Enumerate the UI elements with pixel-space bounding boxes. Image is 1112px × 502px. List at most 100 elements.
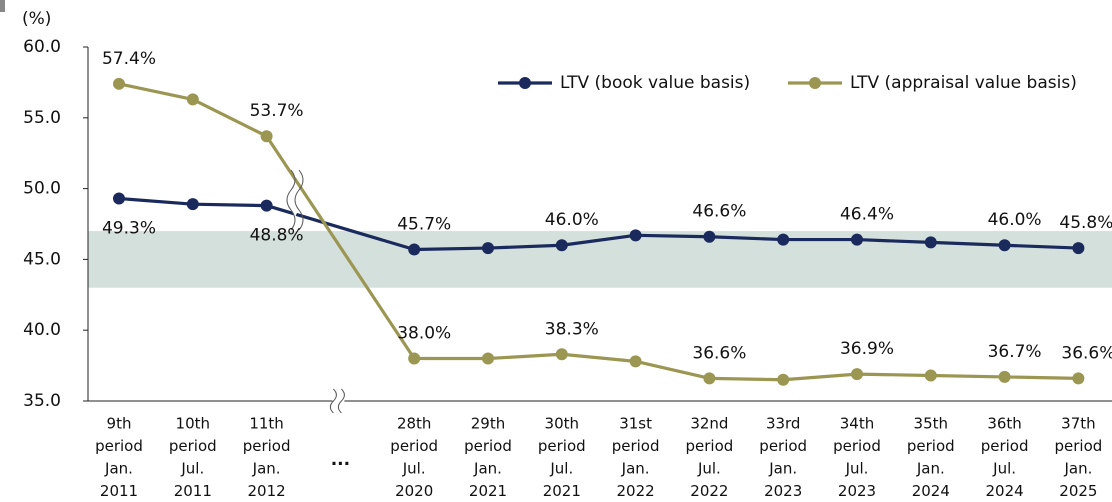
x-tick-label: 9th [107, 415, 132, 433]
x-tick-label: Jul. [845, 460, 869, 478]
x-tick-label: period [759, 437, 807, 455]
x-tick-label: Jan. [104, 460, 133, 478]
x-tick-label: period [464, 437, 512, 455]
x-tick-label: 28th [397, 415, 431, 433]
x-tick-label: Jul. [549, 460, 573, 478]
series-marker [555, 239, 568, 252]
data-label: 45.8% [1059, 213, 1112, 233]
series-marker [482, 242, 494, 255]
data-label: 46.6% [692, 202, 746, 222]
x-tick-label: period [612, 437, 660, 455]
series-marker [186, 198, 199, 211]
axis-break [329, 388, 337, 414]
series-marker [260, 130, 273, 143]
x-tick-label: 2020 [395, 482, 433, 500]
series-marker [924, 236, 937, 249]
line-break [286, 169, 296, 231]
y-tick-label: 50.0 [23, 179, 61, 199]
series-marker [1072, 372, 1085, 385]
x-tick-label: period [95, 437, 143, 455]
x-tick-label: 2025 [1059, 482, 1097, 500]
data-label: 46.0% [988, 210, 1042, 230]
data-label: 48.8% [250, 226, 304, 246]
series-marker [113, 77, 125, 90]
y-tick-label: 60.0 [23, 37, 61, 57]
data-label: 38.0% [397, 324, 451, 344]
x-tick-label: 32nd [690, 415, 728, 433]
x-tick-label: Jul. [992, 460, 1016, 478]
data-label: 38.3% [545, 319, 599, 339]
series-marker [1072, 242, 1085, 255]
legend-marker [809, 77, 821, 89]
x-tick-label: period [686, 437, 734, 455]
x-tick-label: 31st [619, 415, 652, 433]
series-marker [408, 352, 421, 365]
axis-break-label: ... [331, 450, 350, 470]
series-marker [998, 370, 1011, 383]
series-marker [703, 372, 716, 385]
x-tick-label: 2023 [838, 482, 876, 500]
data-label: 46.4% [840, 205, 894, 225]
y-tick-label: 35.0 [23, 391, 61, 411]
x-tick-label: Jul. [402, 460, 426, 478]
x-tick-label: 2024 [986, 482, 1024, 500]
data-label: 36.7% [988, 342, 1042, 362]
series-marker [703, 230, 716, 243]
data-label: 53.7% [250, 101, 304, 121]
legend-marker [519, 77, 531, 89]
series-marker [777, 233, 790, 246]
x-tick-label: 36th [987, 415, 1021, 433]
x-tick-label: Jan. [252, 460, 281, 478]
series-marker [408, 243, 421, 256]
legend-label: LTV (appraisal value basis) [850, 73, 1077, 93]
y-axis-label: (%) [22, 9, 51, 29]
x-tick-label: 2022 [690, 482, 728, 500]
series-marker [260, 199, 273, 212]
y-tick-label: 40.0 [23, 320, 61, 340]
x-tick-label: 11th [249, 415, 283, 433]
data-label: 46.0% [545, 210, 599, 230]
x-tick-label: 35th [914, 415, 948, 433]
x-tick-label: period [169, 437, 217, 455]
x-tick-label: Jan. [916, 460, 945, 478]
series-marker [851, 233, 863, 246]
x-tick-label: period [1055, 437, 1103, 455]
x-tick-label: 2011 [174, 482, 212, 500]
x-tick-label: 2021 [469, 482, 507, 500]
series-marker [555, 348, 568, 361]
series-marker [482, 352, 494, 365]
data-label: 49.3% [102, 219, 156, 239]
x-tick-label: period [243, 437, 291, 455]
x-tick-label: 2012 [248, 482, 286, 500]
series-marker [113, 192, 125, 205]
series-marker [998, 239, 1011, 252]
legend-label: LTV (book value basis) [560, 73, 750, 93]
x-tick-label: 2011 [100, 482, 138, 500]
data-label: 57.4% [102, 49, 156, 69]
x-tick-label: 2021 [543, 482, 581, 500]
x-tick-label: 29th [471, 415, 505, 433]
x-tick-label: 10th [176, 415, 210, 433]
x-tick-label: Jul. [180, 460, 204, 478]
y-tick-label: 55.0 [23, 108, 61, 128]
x-tick-label: 2022 [617, 482, 655, 500]
x-tick-label: Jan. [473, 460, 502, 478]
x-tick-label: Jan. [1063, 460, 1092, 478]
x-tick-label: period [833, 437, 881, 455]
series-marker [851, 368, 863, 381]
series-marker [777, 373, 790, 386]
line-break [294, 169, 304, 231]
data-label: 36.6% [1061, 343, 1112, 363]
series-marker [629, 229, 642, 242]
series-marker [629, 355, 642, 368]
corner-mark [0, 0, 5, 12]
series-marker [186, 93, 199, 106]
x-tick-label: period [907, 437, 955, 455]
x-tick-label: period [390, 437, 438, 455]
x-tick-label: period [981, 437, 1029, 455]
x-tick-label: 2024 [912, 482, 950, 500]
x-tick-label: 37th [1061, 415, 1095, 433]
x-tick-label: Jan. [768, 460, 797, 478]
x-tick-label: 34th [840, 415, 874, 433]
